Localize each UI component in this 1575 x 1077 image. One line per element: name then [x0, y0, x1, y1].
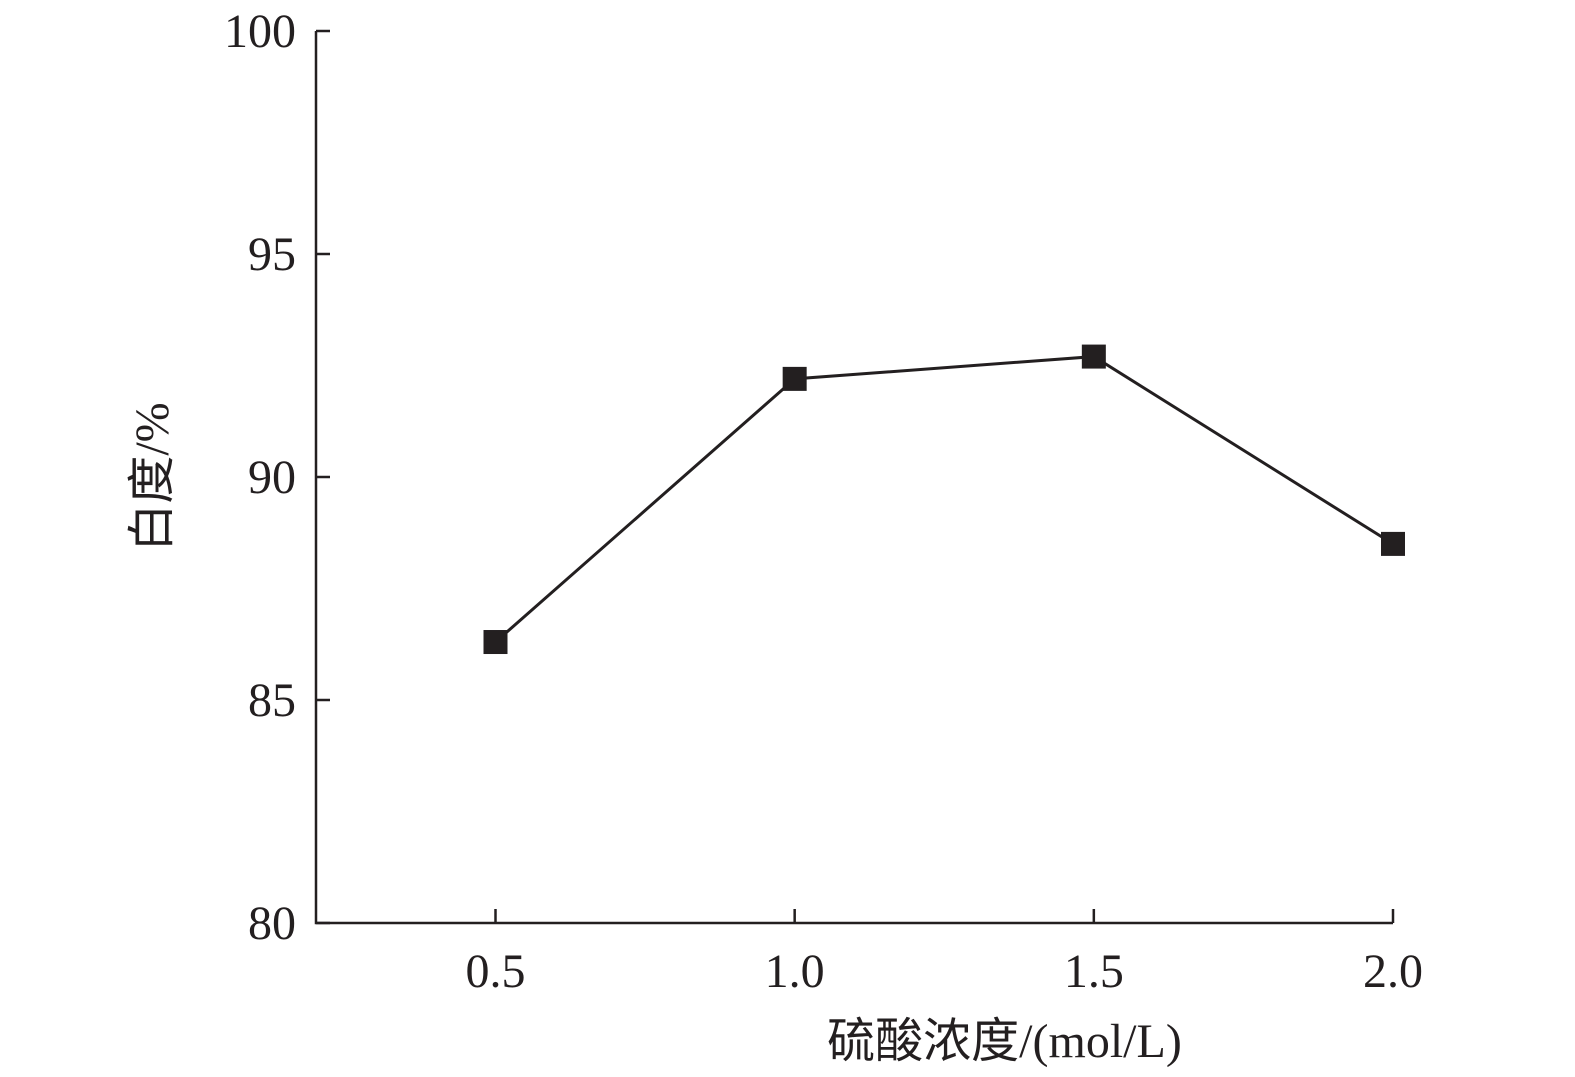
- x-tick-label: 2.0: [1363, 945, 1423, 998]
- x-tick-label: 0.5: [466, 945, 526, 998]
- x-axis-ticks: 0.5 1.0 1.5 2.0: [466, 909, 1423, 998]
- y-tick-label: 100: [224, 5, 296, 58]
- y-tick-label: 85: [248, 674, 296, 727]
- axis-frame: [314, 31, 1393, 925]
- axes: [314, 31, 1393, 925]
- x-tick-label: 1.5: [1064, 945, 1124, 998]
- x-axis-title: 硫酸浓度/(mol/L): [827, 1015, 1182, 1068]
- data-point-marker: [782, 366, 807, 391]
- data-point-marker: [1081, 344, 1106, 369]
- x-tick-label: 1.0: [765, 945, 825, 998]
- y-tick-label: 80: [248, 897, 296, 950]
- y-tick-label: 90: [248, 451, 296, 504]
- y-axis-title: 白度/%: [126, 402, 179, 551]
- series-group: [483, 344, 1405, 655]
- y-tick-label: 95: [248, 228, 296, 281]
- y-axis-ticks: 80 85 90 95 100: [224, 5, 330, 950]
- series-line: [494, 355, 1394, 644]
- data-point-marker: [483, 630, 508, 655]
- data-point-marker: [1381, 531, 1405, 556]
